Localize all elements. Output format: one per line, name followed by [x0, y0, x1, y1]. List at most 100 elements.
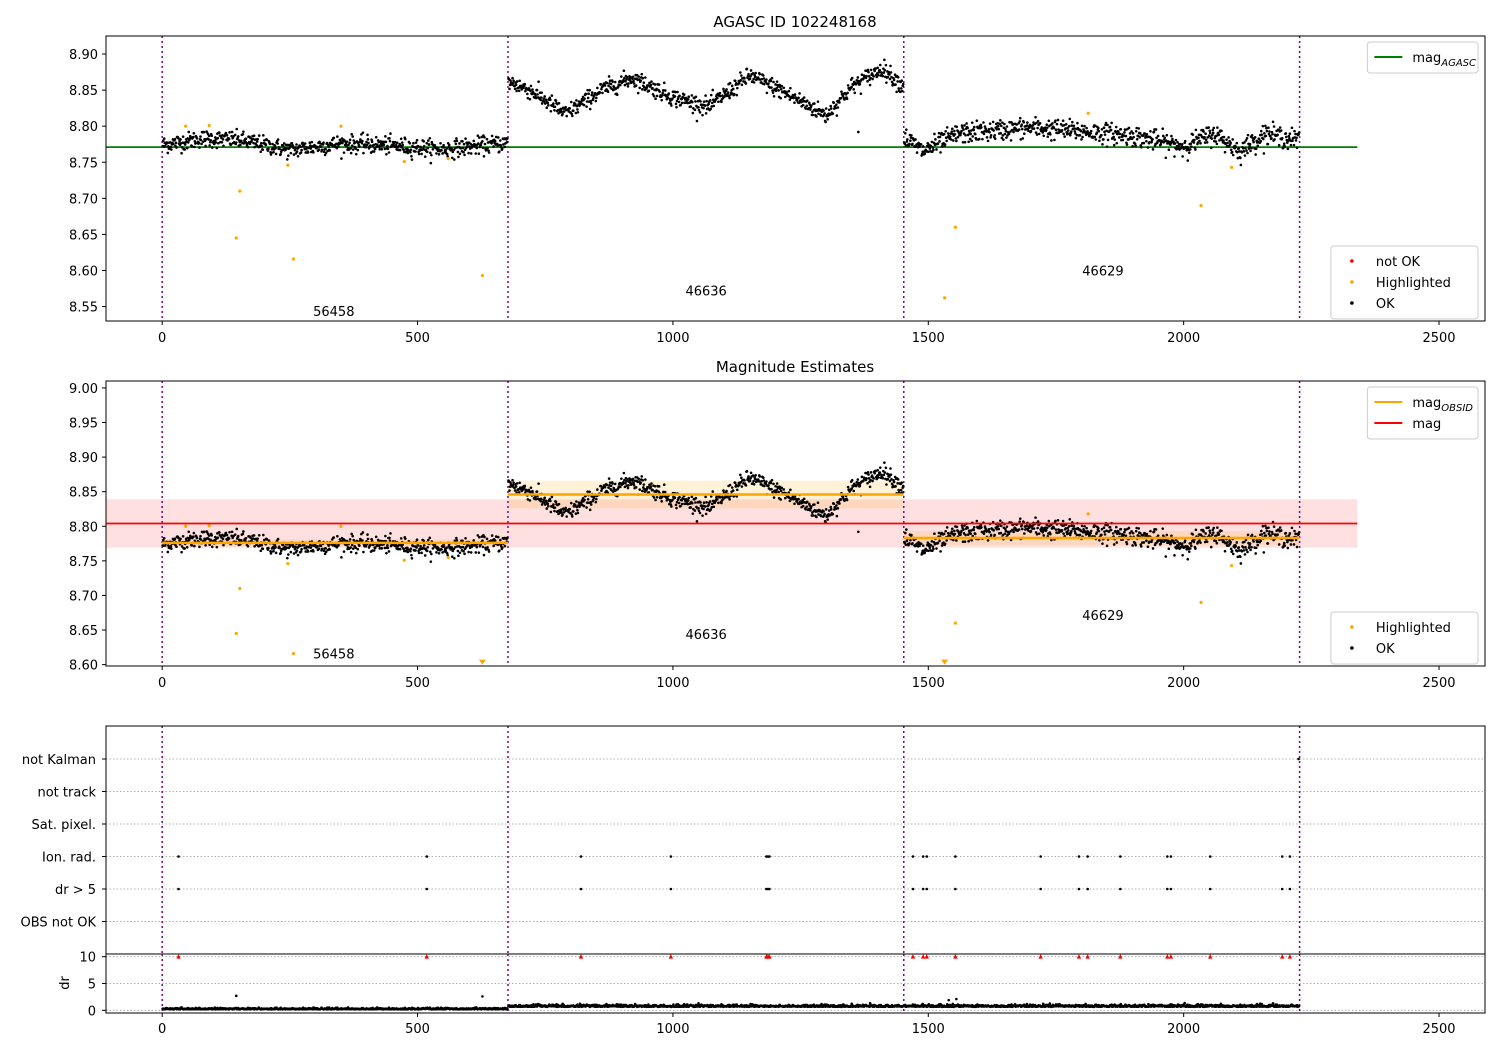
- p2-ok-point: [1250, 533, 1254, 537]
- p1-ok-point: [177, 137, 180, 140]
- p2-ok-point: [860, 475, 864, 479]
- p2-ok-point: [312, 550, 315, 553]
- p1-ok-point: [542, 100, 546, 103]
- p1-ok-point: [324, 151, 328, 155]
- p1-ok-point: [1288, 137, 1291, 140]
- p1-ok-point: [224, 131, 228, 135]
- p1-ok-point: [1036, 126, 1039, 130]
- p2-ok-point: [946, 531, 950, 535]
- p2-ok-point: [537, 482, 540, 485]
- p2-ok-point: [801, 504, 805, 508]
- p1-ok-point: [1151, 148, 1155, 151]
- p1-ok-point: [273, 144, 277, 148]
- p1-ok-point: [783, 95, 787, 99]
- p2-ok-point: [1131, 531, 1135, 535]
- p1-ok-point: [477, 142, 480, 145]
- p2-ok-point: [765, 480, 768, 483]
- p1-ok-point: [963, 124, 966, 127]
- p2-ok-point: [851, 485, 855, 488]
- p1-ok-point: [938, 140, 941, 143]
- p2-ok-point: [850, 487, 853, 490]
- p2-ok-point: [305, 545, 309, 548]
- p2-ok-point: [611, 482, 614, 485]
- p1-ok-point: [995, 128, 999, 131]
- p1-ok-point: [970, 121, 974, 124]
- p1-ok-point: [938, 135, 942, 139]
- p2-ok-point: [1246, 550, 1249, 554]
- p1-ok-point: [1075, 133, 1079, 137]
- p1-ok-point: [358, 145, 361, 148]
- p1-ok-point: [1227, 136, 1230, 139]
- p2-ok-point: [299, 544, 302, 548]
- p2-ok-point: [544, 500, 548, 503]
- p2-ok-point: [1215, 541, 1219, 545]
- p4-xtick-label: 1000: [656, 1022, 689, 1037]
- p1-ok-point: [1266, 142, 1270, 146]
- p2-ok-point: [797, 497, 800, 501]
- p1-ok-point: [770, 76, 774, 80]
- p1-ok-point: [1089, 129, 1093, 133]
- p2-ok-point: [1254, 546, 1258, 550]
- p2-ok-point: [589, 503, 593, 506]
- p1-ok-point: [1202, 130, 1205, 133]
- p2-ok-point: [852, 489, 856, 493]
- p2-ok-point: [350, 543, 354, 547]
- p2-ok-point: [915, 550, 919, 553]
- p1-ok-point: [811, 113, 815, 117]
- p1-ok-point: [723, 91, 727, 95]
- p1-ok-point: [1074, 136, 1078, 140]
- p1-ok-point: [1040, 126, 1043, 129]
- p2-ok-point: [224, 531, 228, 535]
- p2-ok-point: [637, 477, 641, 481]
- p1-ok-point: [809, 108, 812, 111]
- p2-ok-point: [887, 473, 891, 476]
- p1-ok-point: [1078, 133, 1082, 137]
- p1-highlighted-point: [1230, 165, 1234, 169]
- p2-ok-point: [792, 497, 795, 501]
- p2-ok-point: [332, 536, 336, 539]
- p1-ok-point: [1135, 137, 1139, 141]
- p2-ok-point: [511, 478, 514, 482]
- p2-ok-point: [1131, 544, 1134, 547]
- p4-xtick-label: 500: [405, 1022, 430, 1037]
- p2-ok-point: [911, 542, 914, 545]
- p1-ok-point: [308, 141, 312, 145]
- p1-ok-point: [367, 141, 370, 145]
- p2-ok-point: [379, 539, 383, 543]
- p1-ok-point: [895, 90, 898, 94]
- p2-ok-point: [1018, 517, 1022, 520]
- p2-ok-point: [904, 543, 908, 547]
- p1-ok-point: [725, 88, 728, 91]
- p1-ok-point: [553, 108, 556, 112]
- p1-ok-point: [531, 88, 534, 91]
- p2-ok-point: [702, 507, 705, 511]
- p2-ok-point: [628, 477, 631, 480]
- p2-ok-point: [1230, 549, 1234, 553]
- p1-ok-point: [524, 89, 527, 93]
- p1-ok-point: [1212, 126, 1216, 130]
- p1-ok-point: [805, 104, 809, 108]
- p2-ok-point: [754, 473, 757, 477]
- p1-ok-point: [303, 142, 307, 145]
- p1-ok-point: [680, 101, 684, 105]
- p1-ok-point: [1206, 136, 1209, 139]
- p2-ok-point: [380, 547, 384, 550]
- p1-ok-point: [1242, 150, 1246, 153]
- p1-ok-point: [779, 96, 782, 100]
- p2-ok-point: [270, 550, 273, 554]
- p1-ok-point: [953, 129, 956, 133]
- p2-xtick-label: 2500: [1422, 676, 1455, 691]
- p1-ok-point: [767, 82, 770, 85]
- p2-ok-point: [204, 543, 207, 547]
- p2-ok-point: [962, 532, 966, 535]
- p1-ok-point: [506, 137, 509, 140]
- p2-ok-point: [1049, 532, 1052, 536]
- p1-ok-point: [1133, 142, 1137, 146]
- p1-ok-point: [1235, 150, 1239, 154]
- p2-ok-point: [600, 489, 603, 493]
- p1-ok-point: [380, 147, 384, 151]
- p2-highlighted-point: [184, 524, 188, 528]
- p1-ok-point: [673, 95, 677, 98]
- p2-ok-point: [899, 488, 903, 492]
